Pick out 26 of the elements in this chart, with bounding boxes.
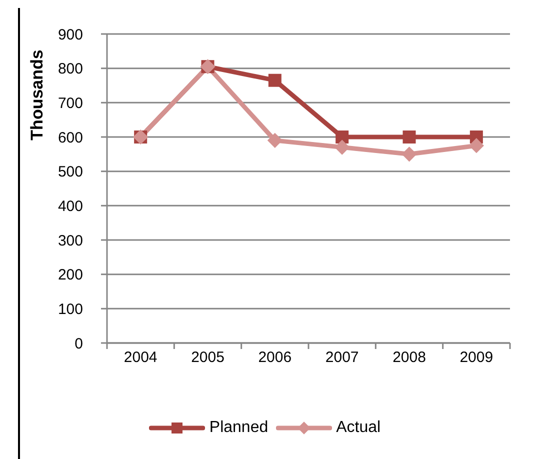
y-tick-label: 100 — [58, 300, 83, 318]
point — [402, 146, 417, 162]
legend-label: Planned — [209, 419, 268, 437]
x-tick-label: 2004 — [124, 349, 158, 366]
y-tick-label: 200 — [58, 266, 83, 284]
point — [336, 130, 349, 144]
y-tick-label: 400 — [58, 198, 83, 215]
x-tick-label: 2007 — [325, 349, 359, 366]
y-tick-label: 500 — [58, 164, 83, 181]
y-tick-label: 700 — [58, 94, 83, 112]
point — [334, 140, 350, 155]
y-tick-label: 800 — [58, 60, 83, 78]
x-tick-label: 2008 — [392, 349, 426, 366]
legend-label: Actual — [336, 419, 381, 437]
y-tick-label: 0 — [74, 335, 83, 352]
x-tick-label: 2006 — [258, 349, 292, 366]
y-tick-label: 300 — [58, 232, 83, 250]
y-tick-label: 900 — [58, 26, 83, 44]
point — [268, 74, 282, 87]
point — [267, 132, 282, 148]
y-tick-label: 600 — [58, 129, 83, 146]
point — [402, 130, 416, 144]
x-tick-label: 2005 — [191, 349, 224, 366]
y-axis-title: Thousands — [28, 50, 46, 140]
point — [468, 138, 484, 154]
x-tick-label: 2009 — [460, 349, 494, 366]
